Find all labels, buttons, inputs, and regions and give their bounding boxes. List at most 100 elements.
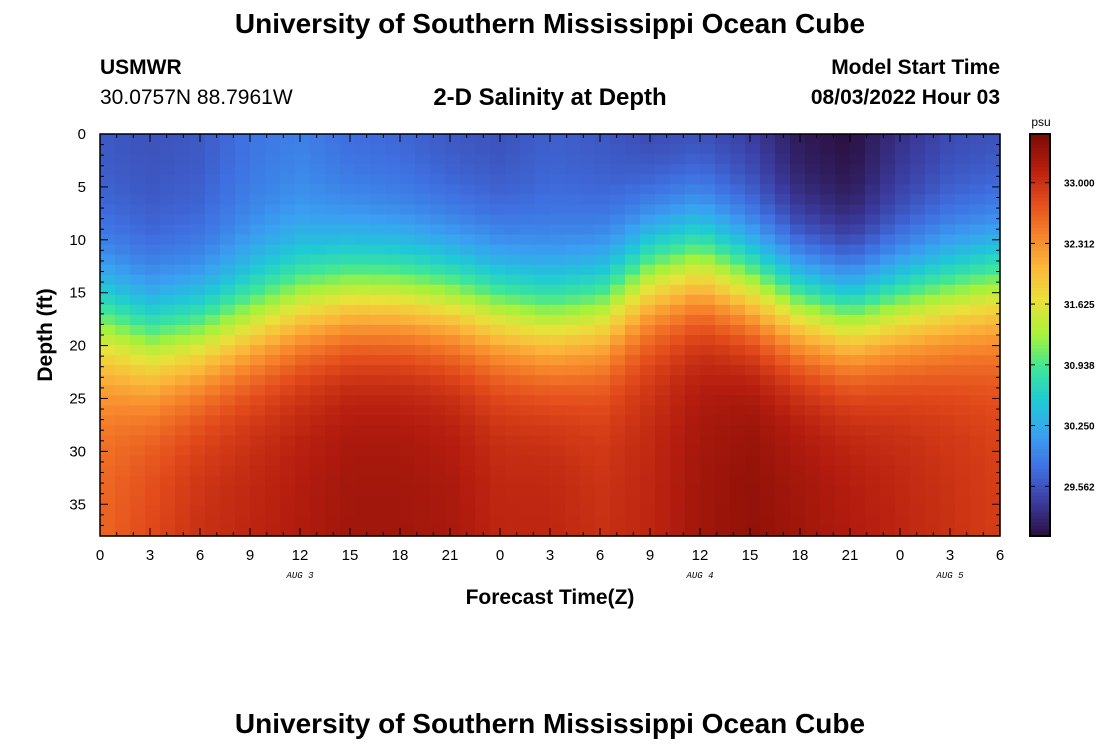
heatmap-cell <box>130 415 146 427</box>
heatmap-cell <box>865 395 881 406</box>
heatmap-cell <box>880 244 896 256</box>
heatmap-cell <box>640 134 656 145</box>
heatmap-cell <box>100 355 116 366</box>
heatmap-cell <box>550 345 566 356</box>
heatmap-cell <box>400 415 416 427</box>
heatmap-cell <box>145 515 161 527</box>
heatmap-cell <box>190 244 206 256</box>
heatmap-cell <box>865 244 881 256</box>
heatmap-cell <box>760 274 776 286</box>
heatmap-cell <box>505 515 521 527</box>
heatmap-cell <box>385 144 401 155</box>
heatmap-cell <box>115 365 131 376</box>
heatmap-cell <box>445 314 461 326</box>
heatmap-cell <box>220 284 236 296</box>
heatmap-cell <box>865 324 881 336</box>
heatmap-cell <box>970 264 986 276</box>
heatmap-cell <box>475 244 491 256</box>
heatmap-cell <box>100 324 116 336</box>
heatmap-cell <box>355 345 371 356</box>
heatmap-cell <box>970 214 986 226</box>
heatmap-cell <box>790 415 806 427</box>
heatmap-cell <box>730 395 746 406</box>
heatmap-cell <box>925 455 941 467</box>
heatmap-cell <box>730 405 746 416</box>
heatmap-cell <box>175 174 191 185</box>
heatmap-cell <box>790 525 806 537</box>
heatmap-cell <box>835 314 851 326</box>
heatmap-cell <box>145 415 161 427</box>
heatmap-cell <box>370 425 386 437</box>
heatmap-cell <box>430 435 446 447</box>
heatmap-cell <box>145 254 161 266</box>
x-tick-label: 9 <box>246 547 254 564</box>
heatmap-cell <box>130 355 146 366</box>
heatmap-cell <box>400 224 416 236</box>
heatmap-cell <box>340 485 356 497</box>
heatmap-cell <box>910 375 926 386</box>
heatmap-cell <box>820 154 836 165</box>
heatmap-cell <box>880 495 896 507</box>
heatmap-cell <box>565 154 581 165</box>
heatmap-cell <box>985 214 1001 226</box>
heatmap-cell <box>175 335 191 346</box>
heatmap-cell <box>520 154 536 165</box>
heatmap-cell <box>775 475 791 487</box>
heatmap-cell <box>280 335 296 346</box>
heatmap-cell <box>700 415 716 427</box>
heatmap-cell <box>325 324 341 336</box>
heatmap-cell <box>190 495 206 507</box>
heatmap-cell <box>790 395 806 406</box>
heatmap-cell <box>310 365 326 376</box>
heatmap-cell <box>880 214 896 226</box>
heatmap-cell <box>295 294 311 306</box>
heatmap-cell <box>895 234 911 246</box>
heatmap-cell <box>310 455 326 467</box>
heatmap-cell <box>310 355 326 366</box>
heatmap-cell <box>400 304 416 316</box>
heatmap-cell <box>580 194 596 205</box>
heatmap-cell <box>940 314 956 326</box>
heatmap-cell <box>565 485 581 497</box>
heatmap-cell <box>325 154 341 165</box>
heatmap-cell <box>895 415 911 427</box>
heatmap-cell <box>970 294 986 306</box>
colorbar-swatch <box>1030 381 1050 386</box>
heatmap-cell <box>715 395 731 406</box>
heatmap-cell <box>430 515 446 527</box>
heatmap-cell <box>355 204 371 215</box>
heatmap-cell <box>580 214 596 226</box>
heatmap-cell <box>820 294 836 306</box>
heatmap-cell <box>745 324 761 336</box>
colorbar-swatch <box>1030 298 1050 303</box>
heatmap-cell <box>430 415 446 427</box>
heatmap-cell <box>325 385 341 396</box>
heatmap-cell <box>940 405 956 416</box>
heatmap-cell <box>880 465 896 477</box>
heatmap-cell <box>715 284 731 296</box>
heatmap-cell <box>475 174 491 185</box>
heatmap-cell <box>745 485 761 497</box>
heatmap-cell <box>820 194 836 205</box>
heatmap-cell <box>415 435 431 447</box>
heatmap-cell <box>700 435 716 447</box>
heatmap-cell <box>520 375 536 386</box>
heatmap-cell <box>985 244 1001 256</box>
heatmap-cell <box>445 304 461 316</box>
heatmap-cell <box>160 425 176 437</box>
heatmap-cell <box>160 204 176 215</box>
heatmap-cell <box>925 144 941 155</box>
heatmap-cell <box>670 435 686 447</box>
heatmap-cell <box>610 144 626 155</box>
colorbar-swatch <box>1030 378 1050 383</box>
heatmap-cell <box>535 375 551 386</box>
colorbar-swatch <box>1030 308 1050 313</box>
heatmap-cell <box>955 264 971 276</box>
heatmap-cell <box>910 254 926 266</box>
heatmap-cell <box>250 174 266 185</box>
heatmap-cell <box>520 425 536 437</box>
heatmap-cell <box>700 294 716 306</box>
heatmap-cell <box>850 214 866 226</box>
heatmap-cell <box>235 345 251 356</box>
heatmap-cell <box>910 284 926 296</box>
